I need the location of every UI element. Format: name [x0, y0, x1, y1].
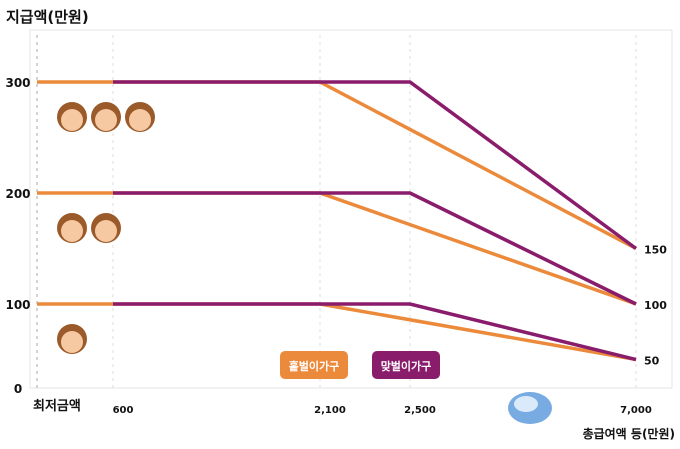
x-tick-label: 2,500: [404, 405, 436, 416]
legend-dual: 맞벌이가구: [381, 359, 432, 373]
x-tick-label: 2,100: [314, 405, 346, 416]
series-line-dual: [113, 80, 638, 250]
legend-single: 홑벌이가구: [289, 359, 340, 373]
face-skin: [61, 109, 83, 131]
y-tick-label: 100: [5, 298, 30, 312]
x-tick-label: 600: [113, 405, 134, 416]
end-value-label: 150: [644, 244, 667, 257]
face-skin: [95, 109, 117, 131]
end-value-label: 50: [644, 355, 660, 368]
end-value-label: 100: [644, 299, 667, 312]
face-skin: [129, 109, 151, 131]
legend-swatch-dual: [372, 351, 440, 379]
series-line-single: [37, 191, 637, 306]
legend-swatch-single: [280, 351, 348, 379]
series-line-dual: [113, 302, 637, 362]
face-skin: [61, 220, 83, 242]
y-tick-label: 0: [14, 382, 22, 396]
x-tick-label: 7,000: [620, 405, 652, 416]
legend: 홑벌이가구 맞벌이가구: [280, 351, 440, 379]
series-line-single: [37, 80, 637, 251]
face-skin: [95, 220, 117, 242]
y-axis-label: 지급액(만원): [6, 8, 89, 26]
watermark-logo: [508, 392, 552, 424]
series-line-dual: [113, 191, 637, 306]
y-tick-label: 200: [5, 187, 30, 201]
plot-frame: [29, 29, 673, 389]
y-tick-label: 300: [5, 76, 30, 90]
x-axis-label: 총급여액 등(만원): [583, 426, 675, 441]
face-skin: [61, 331, 83, 353]
x-tick-label: 최저금액: [33, 399, 81, 414]
